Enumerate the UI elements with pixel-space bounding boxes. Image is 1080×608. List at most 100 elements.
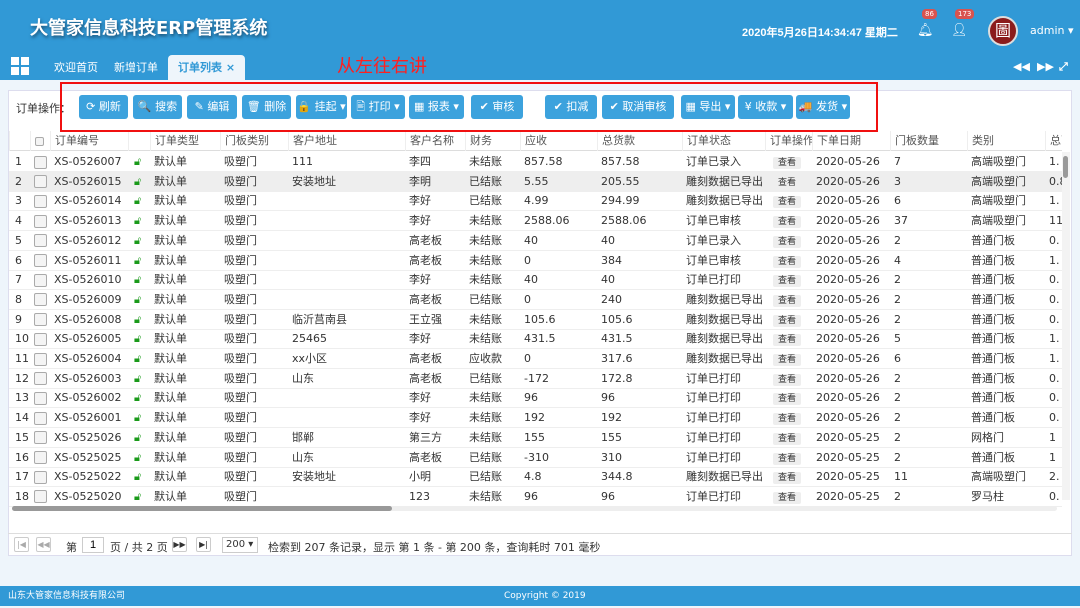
column-header[interactable]: 客户地址 <box>288 131 405 151</box>
row-checkbox[interactable] <box>34 411 47 425</box>
column-header[interactable]: 订单类型 <box>150 131 220 151</box>
table-row[interactable]: 16 XS-0525025 🔓︎ 默认单 吸塑门 山东 高老板 已结账 -310 310 订单已打印… <box>9 448 1062 468</box>
view-button[interactable]: 查看 <box>773 196 802 209</box>
table-row[interactable]: 9 XS-0526008 🔓︎ 默认单 吸塑门 临沂莒南县 王立强 未结账 105.6 105.6… <box>9 310 1062 330</box>
row-checkbox[interactable] <box>34 234 47 248</box>
view-button[interactable]: 查看 <box>773 373 802 386</box>
page-input[interactable] <box>82 537 104 553</box>
approve-button[interactable]: ✔ 审核 <box>471 95 523 119</box>
row-checkbox[interactable] <box>34 391 47 405</box>
table-row[interactable]: 8 XS-0526009 🔓︎ 默认单 吸塑门 高老板 已结账 0 240 雕刻数据已导出 查看 20… <box>9 290 1062 310</box>
row-checkbox[interactable] <box>34 372 47 386</box>
view-button[interactable]: 查看 <box>773 393 802 406</box>
scroll-right-icon[interactable]: ▶▶ <box>1037 60 1054 73</box>
vertical-scroll-thumb[interactable] <box>1063 156 1068 178</box>
row-checkbox[interactable] <box>34 293 47 307</box>
view-button[interactable]: 查看 <box>773 314 802 327</box>
suspend-button[interactable]: 🔒 挂起 ▾ <box>296 95 347 119</box>
last-page-button[interactable]: ▶| <box>196 537 211 552</box>
next-page-button[interactable]: ▶▶ <box>172 537 187 552</box>
user-x-icon[interactable]: 👤︎ <box>951 23 968 38</box>
view-button[interactable]: 查看 <box>773 452 802 465</box>
horizontal-scrollbar[interactable] <box>12 506 1057 511</box>
row-checkbox[interactable] <box>34 352 47 366</box>
column-header[interactable]: 应收 <box>520 131 597 151</box>
view-button[interactable]: 查看 <box>773 275 802 288</box>
deduct-button[interactable]: ✔ 扣减 <box>545 95 597 119</box>
column-header[interactable]: 总货款 <box>597 131 682 151</box>
view-button[interactable]: 查看 <box>773 354 802 366</box>
row-checkbox[interactable] <box>34 273 47 287</box>
tab-new-order[interactable]: 新增订单 <box>114 61 158 74</box>
view-button[interactable]: 查看 <box>773 413 802 426</box>
export-button[interactable]: ▦ 导出 ▾ <box>681 95 735 119</box>
scroll-left-icon[interactable]: ◀◀ <box>1013 60 1030 73</box>
fullscreen-icon[interactable]: ⤢ <box>1059 60 1068 73</box>
row-checkbox[interactable] <box>34 254 47 267</box>
column-header[interactable]: 门板类别 <box>220 131 288 151</box>
user-menu[interactable]: admin ▾ <box>1030 24 1074 37</box>
view-button[interactable]: 查看 <box>773 294 802 307</box>
column-header[interactable] <box>9 131 30 151</box>
column-header[interactable]: 财务 <box>465 131 520 151</box>
page-size-select[interactable]: 200 ▾ <box>222 537 258 553</box>
table-row[interactable]: 7 XS-0526010 🔓︎ 默认单 吸塑门 李好 未结账 40 40 订单已打印 查看 2020-… <box>9 270 1062 291</box>
table-row[interactable]: 2 XS-0526015 🔓︎ 默认单 吸塑门 安装地址 李明 已结账 5.55 205.55 雕刻… <box>9 171 1062 192</box>
table-row[interactable]: 1 XS-0526007 🔓︎ 默认单 吸塑门 111 李四 未结账 857.58 857.58 订… <box>9 152 1062 172</box>
windows-icon[interactable] <box>11 57 29 75</box>
delete-button[interactable]: 🗑 删除 <box>242 95 291 119</box>
table-row[interactable]: 18 XS-0525020 🔓︎ 默认单 吸塑门 123 未结账 96 96 订单已打印 查看 202… <box>9 487 1062 507</box>
view-button[interactable]: 查看 <box>773 472 802 485</box>
report-button[interactable]: ▦ 报表 ▾ <box>409 95 464 119</box>
row-checkbox[interactable] <box>34 175 47 189</box>
view-button[interactable]: 查看 <box>773 255 802 268</box>
bell-icon[interactable]: 🔔︎ <box>917 23 934 38</box>
column-header[interactable]: 总面积 <box>1045 131 1062 151</box>
table-row[interactable]: 13 XS-0526002 🔓︎ 默认单 吸塑门 李好 未结账 96 96 订单已打印 查看 2020… <box>9 388 1062 409</box>
row-checkbox[interactable] <box>34 155 47 169</box>
table-row[interactable]: 14 XS-0526001 🔓︎ 默认单 吸塑门 李好 未结账 192 192 订单已打印 查看 20… <box>9 408 1062 429</box>
row-checkbox[interactable] <box>34 490 47 504</box>
table-row[interactable]: 11 XS-0526004 🔓︎ 默认单 吸塑门 xx小区 高老板 应收款 0 317.6 雕刻数据… <box>9 349 1062 369</box>
horizontal-scroll-thumb[interactable] <box>12 506 392 511</box>
column-header[interactable]: 下单日期 <box>812 131 890 151</box>
view-button[interactable]: 查看 <box>773 334 802 347</box>
column-header[interactable]: 订单状态 <box>682 131 765 151</box>
avatar[interactable]: 圖 <box>988 16 1018 46</box>
row-checkbox[interactable] <box>34 431 47 445</box>
column-header[interactable] <box>128 131 150 151</box>
table-row[interactable]: 10 XS-0526005 🔓︎ 默认单 吸塑门 25465 李好 未结账 431.5 431.5… <box>9 329 1062 350</box>
first-page-button[interactable]: |◀ <box>14 537 29 552</box>
table-row[interactable]: 15 XS-0525026 🔓︎ 默认单 吸塑门 邯郸 第三方 未结账 155 155 订单已打印 查… <box>9 428 1062 448</box>
view-button[interactable]: 查看 <box>773 176 802 189</box>
table-row[interactable]: 12 XS-0526003 🔓︎ 默认单 吸塑门 山东 高老板 已结账 -172 172.8 订单已… <box>9 369 1062 389</box>
column-header[interactable]: 门板数量 <box>890 131 967 151</box>
edit-button[interactable]: ✎ 编辑 <box>187 95 237 119</box>
view-button[interactable]: 查看 <box>773 216 802 229</box>
table-row[interactable]: 5 XS-0526012 🔓︎ 默认单 吸塑门 高老板 未结账 40 40 订单已录入 查看 2020… <box>9 231 1062 251</box>
vertical-scrollbar[interactable] <box>1062 152 1070 500</box>
cancel-approve-button[interactable]: ✔ 取消审核 <box>602 95 674 119</box>
view-button[interactable]: 查看 <box>773 157 802 169</box>
search-button[interactable]: 🔍 搜索 <box>133 95 182 119</box>
column-header[interactable] <box>30 131 50 151</box>
tab-home[interactable]: 欢迎首页 <box>54 61 98 74</box>
print-button[interactable]: 🖹 打印 ▾ <box>351 95 405 119</box>
tab-order-list[interactable]: 订单列表 × <box>168 55 246 80</box>
view-button[interactable]: 查看 <box>773 491 802 504</box>
row-checkbox[interactable] <box>34 313 47 327</box>
select-all-checkbox[interactable] <box>35 136 44 146</box>
prev-page-button[interactable]: ◀◀ <box>36 537 51 552</box>
view-button[interactable]: 查看 <box>773 432 802 445</box>
column-header[interactable]: 客户名称 <box>405 131 465 151</box>
row-checkbox[interactable] <box>34 194 47 208</box>
ship-button[interactable]: 🚚 发货 ▾ <box>796 95 850 119</box>
column-header[interactable]: 订单编号 <box>50 131 128 151</box>
row-checkbox[interactable] <box>34 470 47 484</box>
row-checkbox[interactable] <box>34 214 47 228</box>
view-button[interactable]: 查看 <box>773 235 802 248</box>
column-header[interactable]: 类别 <box>967 131 1045 151</box>
collect-button[interactable]: ¥ 收款 ▾ <box>738 95 793 119</box>
table-row[interactable]: 6 XS-0526011 🔓︎ 默认单 吸塑门 高老板 未结账 0 384 订单已审核 查看 2020… <box>9 251 1062 271</box>
table-row[interactable]: 17 XS-0525022 🔓︎ 默认单 吸塑门 安装地址 小明 已结账 4.8 344.8 雕刻数… <box>9 467 1062 488</box>
